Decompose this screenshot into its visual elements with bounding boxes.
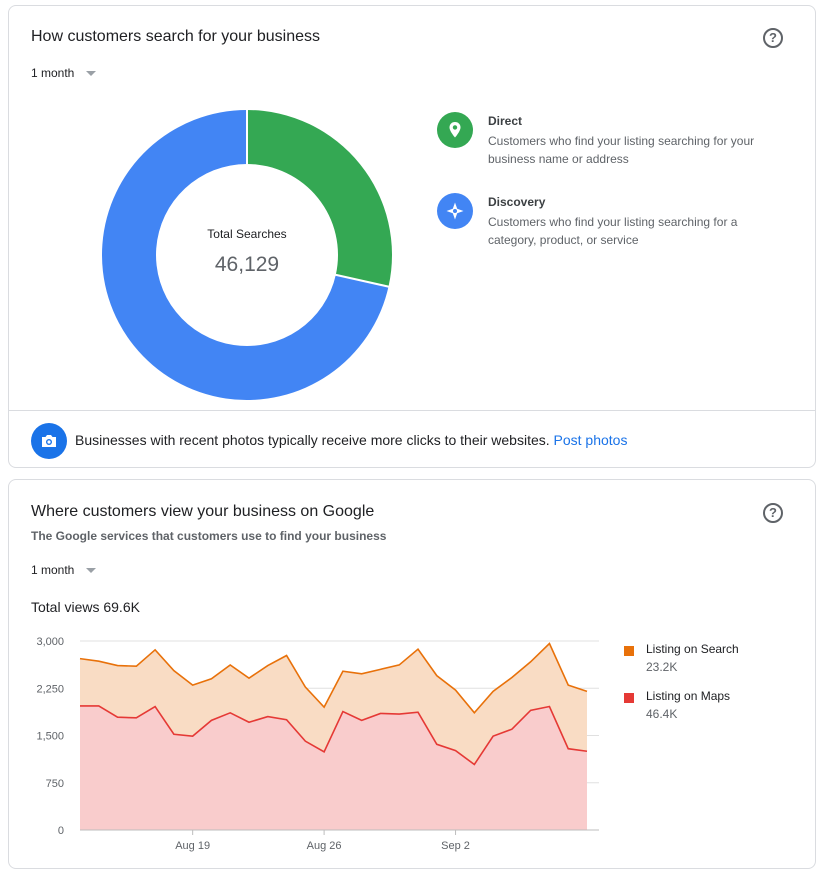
- total-searches-value: 46,129: [214, 253, 280, 276]
- series-name: Listing on Maps: [646, 689, 731, 703]
- donut-segment-direct: [247, 110, 392, 287]
- views-card: Where customers view your business on Go…: [8, 479, 816, 869]
- donut-segment-discovery: [102, 110, 389, 400]
- post-photos-link[interactable]: Post photos: [553, 432, 628, 448]
- y-tick-label: 1,500: [36, 731, 64, 743]
- period-dropdown[interactable]: 1 month: [31, 66, 97, 80]
- total-views: Total views 69.6K: [31, 599, 140, 615]
- chevron-down-icon: [86, 71, 97, 77]
- period-label: 1 month: [31, 66, 75, 80]
- period-label: 1 month: [31, 563, 75, 577]
- legend-title-discovery: Discovery: [488, 195, 546, 209]
- help-icon[interactable]: ?: [763, 28, 783, 48]
- help-icon[interactable]: ?: [763, 503, 783, 523]
- legend-swatch: [624, 646, 634, 656]
- line-listing-on-maps: [80, 705, 588, 766]
- searches-card-title: How customers search for your business: [31, 28, 320, 45]
- views-area-chart: 0 750 1,500 2,250 3,000 Aug 19 Aug 26 Sep 2: [36, 636, 599, 852]
- y-tick-label: 3,000: [36, 636, 64, 648]
- x-tick-label: Aug 26: [307, 840, 342, 852]
- legend-swatch: [624, 693, 634, 703]
- chart-areas: [79, 642, 588, 830]
- series-value: 23.2K: [646, 660, 678, 674]
- x-tick-label: Aug 19: [175, 840, 210, 852]
- legend-title-direct: Direct: [488, 114, 523, 128]
- x-tick-label: Sep 2: [441, 840, 470, 852]
- searches-card: How customers search for your business ?…: [8, 5, 816, 468]
- location-pin-icon: [437, 112, 473, 148]
- compass-icon: [437, 193, 473, 229]
- x-axis: Aug 19 Aug 26 Sep 2: [80, 829, 599, 852]
- camera-icon: [31, 423, 67, 459]
- series-name: Listing on Search: [646, 642, 739, 656]
- photo-tip-text: Businesses with recent photos typically …: [75, 432, 550, 448]
- line-listing-on-search: [79, 642, 588, 715]
- searches-donut-chart: [102, 110, 392, 400]
- y-tick-label: 2,250: [36, 683, 64, 695]
- y-axis: 0 750 1,500 2,250 3,000: [36, 636, 64, 837]
- photo-tip: Businesses with recent photos typically …: [75, 432, 627, 448]
- legend-desc-direct: Customers who find your listing searchin…: [488, 134, 755, 166]
- y-tick-label: 0: [58, 825, 64, 837]
- y-tick-label: 750: [46, 778, 64, 790]
- views-card-title: Where customers view your business on Go…: [31, 503, 375, 520]
- total-searches-label: Total Searches: [207, 227, 287, 241]
- views-card-subtitle: The Google services that customers use t…: [31, 529, 387, 543]
- chevron-down-icon: [86, 568, 97, 574]
- divider: [9, 410, 815, 411]
- period-dropdown[interactable]: 1 month: [31, 563, 97, 577]
- series-value: 46.4K: [646, 707, 678, 721]
- area-listing-on-search: [80, 643, 587, 765]
- legend-desc-discovery: Customers who find your listing searchin…: [488, 215, 738, 247]
- area-listing-on-maps: [80, 705, 587, 830]
